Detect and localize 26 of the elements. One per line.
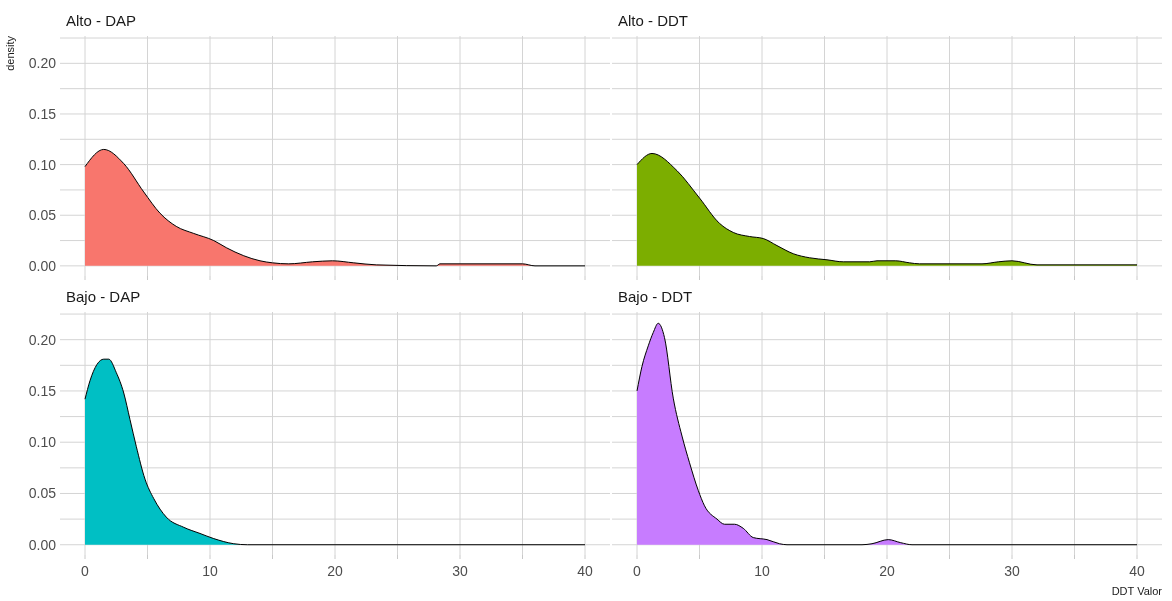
x-tick-label: 10 <box>202 563 218 579</box>
y-tick-label: 0.20 <box>28 55 57 72</box>
x-tick-label: 20 <box>879 563 895 579</box>
x-tick-label: 10 <box>754 563 770 579</box>
x-tick-label: 30 <box>452 563 468 579</box>
x-tick-label: 30 <box>1004 563 1020 579</box>
y-tick-label: 0.00 <box>28 257 57 274</box>
y-axis-title: density <box>4 35 16 71</box>
y-tick-label: 0.15 <box>28 105 57 122</box>
x-tick-label: 40 <box>577 563 593 579</box>
x-tick-label: 40 <box>1129 563 1145 579</box>
x-tick-label: 0 <box>81 563 90 579</box>
x-axis-title: DDT Valor <box>1111 585 1163 597</box>
y-tick-label: 0.00 <box>28 536 57 553</box>
y-tick-label: 0.20 <box>28 331 57 348</box>
y-tick-label: 0.10 <box>28 434 57 451</box>
x-tick-label: 0 <box>633 563 642 579</box>
chart-title: Alto - DDT <box>618 12 689 29</box>
y-tick-label: 0.05 <box>28 485 57 502</box>
chart-title: Alto - DAP <box>66 12 137 29</box>
chart-title: Bajo - DDT <box>618 288 693 305</box>
x-tick-label: 20 <box>327 563 343 579</box>
chart-title: Bajo - DAP <box>66 288 141 305</box>
y-tick-label: 0.15 <box>28 382 57 399</box>
y-tick-label: 0.05 <box>28 207 57 224</box>
y-tick-label: 0.10 <box>28 156 57 173</box>
